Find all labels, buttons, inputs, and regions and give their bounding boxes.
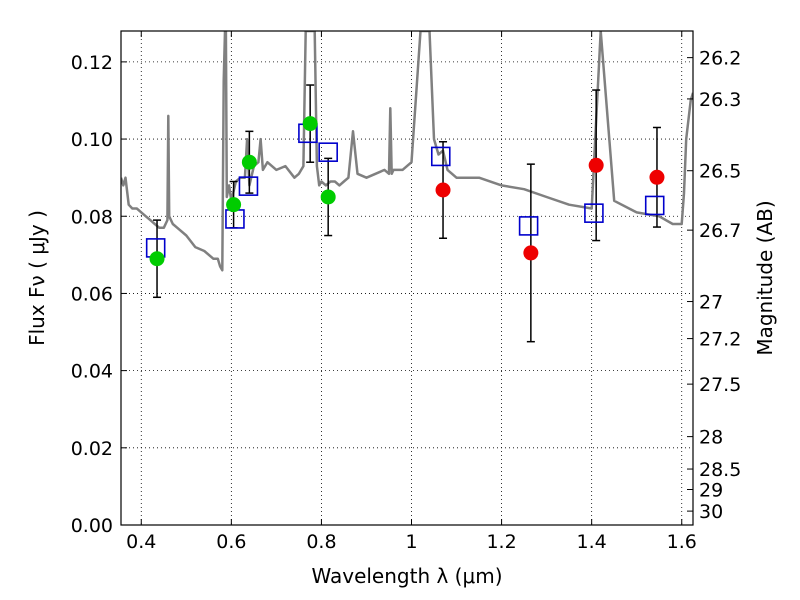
y-tick-label: 0.06 [71,283,113,305]
x-tick-label: 1.2 [486,531,516,553]
right-tick-label: 28.5 [699,459,741,481]
y-tick-label: 0.08 [71,206,113,228]
observed-point [435,182,451,198]
plot-frame [120,30,694,526]
right-tick-label: 26.5 [699,161,741,183]
right-tick-label: 26.7 [699,220,741,242]
x-tick-label: 0.6 [216,531,246,553]
right-tick-label: 28 [699,427,723,449]
right-tick-label: 29 [699,479,723,501]
x-tick-label: 0.4 [126,531,156,553]
observed-point [241,154,257,170]
model-square [518,216,539,236]
model-spectrum-line [121,31,693,272]
right-tick-label: 30 [699,501,723,523]
x-tick-label: 0.8 [306,531,336,553]
y-tick-label: 0.02 [71,438,113,460]
observed-point [588,157,604,173]
plot-area [121,31,693,343]
model-square [318,142,338,162]
x-tick-label: 1 [405,531,417,553]
y-axis-label: Flux Fν ( μJy ) [25,210,49,346]
model-square [238,176,259,196]
y-tick-label: 0.10 [71,129,113,151]
observed-point [320,189,336,205]
x-tick-labels: 0.4 0.6 0.8 1 1.2 1.4 1.6 [126,531,697,553]
observed-point [302,116,318,132]
right-axis-label: Magnitude (AB) [753,200,777,355]
model-square [430,146,451,167]
x-axis-label: Wavelength λ (μm) [311,564,502,588]
observed-point [649,169,665,185]
x-tick-label: 1.6 [667,531,697,553]
y-tick-label: 0.00 [71,515,113,537]
observed-point [149,251,165,267]
observed-points [149,116,665,267]
axis-ticks [121,31,693,526]
model-square [644,195,665,216]
y-tick-label: 0.04 [71,361,113,383]
right-tick-label: 26.2 [699,48,741,70]
right-tick-label: 27.5 [699,374,741,396]
y-tick-label: 0.12 [71,52,113,74]
observed-point [226,197,242,213]
observed-point [523,245,539,261]
model-square [225,209,245,229]
y-tick-labels: 0.00 0.02 0.04 0.06 0.08 0.10 0.12 [71,52,113,537]
model-square [584,203,604,223]
x-tick-label: 1.4 [577,531,607,553]
right-tick-label: 26.3 [699,89,741,111]
right-tick-label: 27 [699,292,723,314]
error-bars [153,84,661,343]
right-tick-label: 27.2 [699,329,741,351]
